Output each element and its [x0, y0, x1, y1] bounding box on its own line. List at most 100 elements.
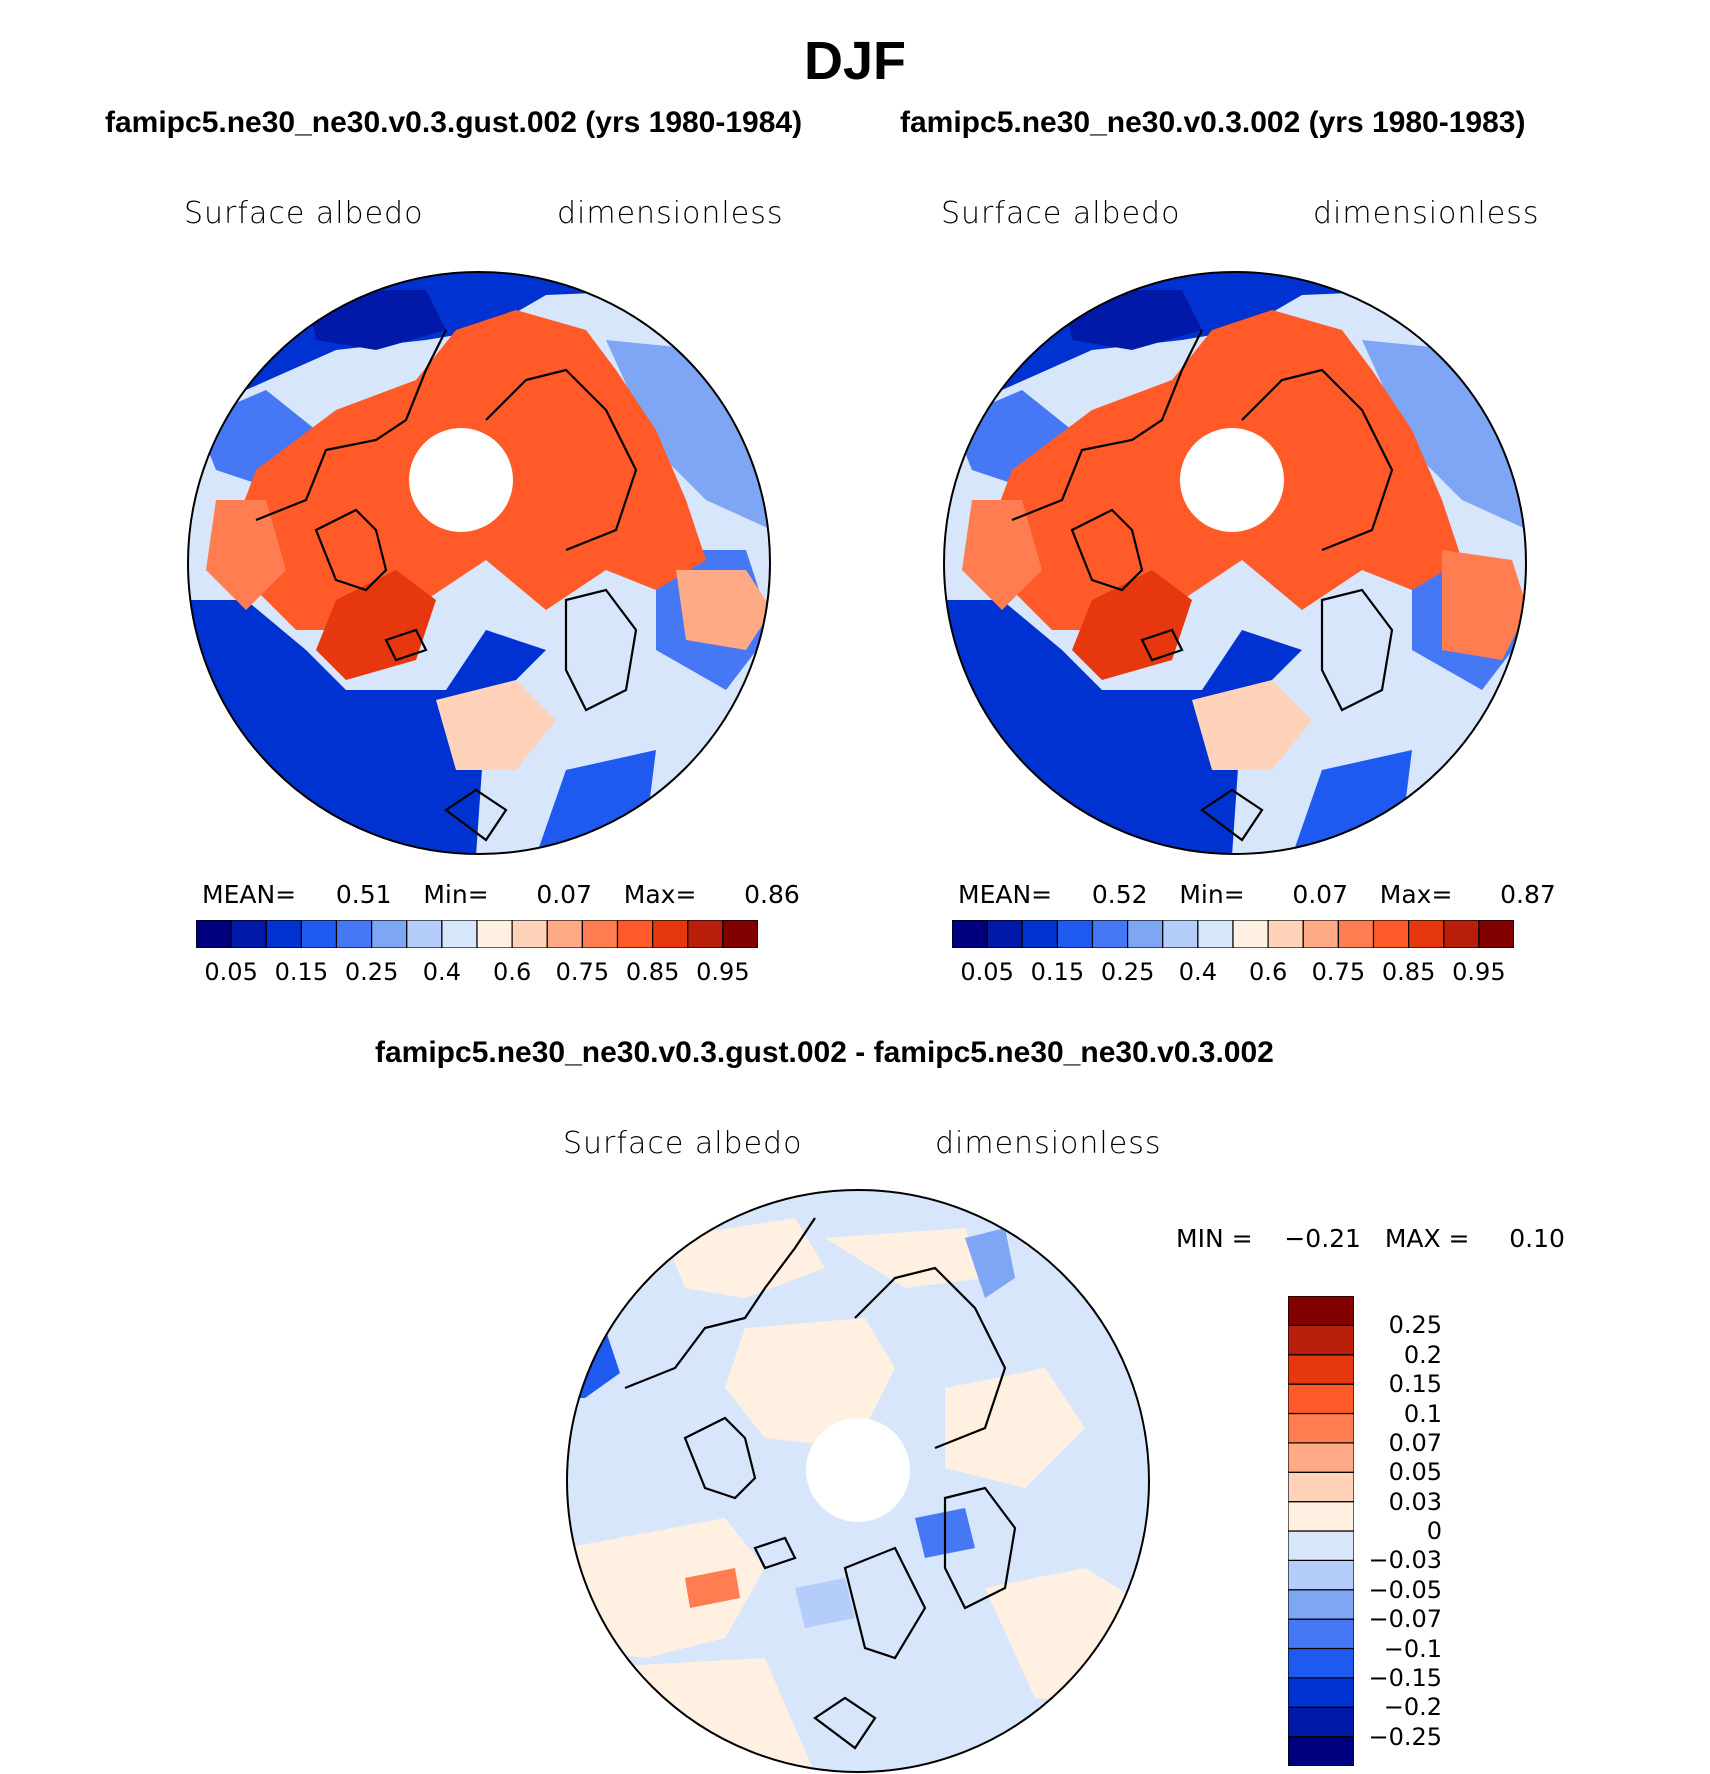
left-colorbar-tick-label: 0.6	[493, 958, 532, 986]
right-colorbar-tick-label: 0.05	[960, 958, 1014, 986]
left-mean-value: 0.51	[335, 880, 392, 909]
left-colorbar-swatch	[546, 920, 583, 948]
right-colorbar-tick-label: 0.85	[1381, 958, 1436, 986]
right-colorbar-swatch	[1302, 920, 1339, 948]
diff-colorbar-tick-label: 0.07	[1388, 1428, 1442, 1457]
left-colorbar-swatch	[581, 920, 619, 948]
left-min-value: 0.07	[536, 880, 592, 909]
diff-colorbar-tick-label: 0.05	[1388, 1458, 1442, 1487]
diff-variable-label: Surface albedo	[563, 1126, 803, 1161]
left-colorbar-swatch	[722, 920, 758, 948]
left-units-label: dimensionless	[557, 196, 784, 231]
figure-title: DJF	[803, 31, 906, 91]
left-colorbar-tick-label: 0.25	[344, 958, 399, 986]
right-colorbar-tick-label: 0.95	[1452, 958, 1506, 986]
left-colorbar-swatch	[335, 920, 373, 948]
right-colorbar-swatch	[1162, 920, 1199, 948]
left-polar-map	[186, 270, 772, 856]
right-colorbar-swatch	[1337, 920, 1375, 948]
left-colorbar-swatch	[441, 920, 478, 948]
diff-colorbar-tick-label: −0.05	[1368, 1575, 1442, 1604]
right-max-value: 0.87	[1500, 880, 1556, 909]
right-colorbar-tick-label: 0.6	[1249, 958, 1288, 986]
left-colorbar-swatch	[230, 920, 267, 948]
right-colorbar-swatch	[1127, 920, 1164, 948]
diff-colorbar-swatch	[1288, 1530, 1354, 1561]
left-colorbar-swatch	[196, 920, 232, 948]
left-colorbar-swatch	[300, 920, 338, 948]
right-variable-label: Surface albedo	[941, 196, 1181, 231]
left-colorbar-swatch	[406, 920, 443, 948]
right-colorbar-swatch	[1408, 920, 1445, 948]
diff-min-value: −0.21	[1284, 1224, 1361, 1253]
right-colorbar-swatch	[1021, 920, 1058, 948]
diff-colorbar-swatch	[1288, 1677, 1354, 1708]
diff-colorbar-tick-label: 0	[1426, 1517, 1442, 1545]
left-colorbar-tick-label: 0.95	[696, 958, 750, 986]
diff-colorbar-swatch	[1288, 1471, 1354, 1503]
diff-max-label: MAX =	[1384, 1224, 1470, 1253]
right-colorbar-swatch	[1232, 920, 1269, 948]
diff-colorbar-swatch	[1288, 1706, 1354, 1738]
right-mean-value: 0.52	[1091, 880, 1148, 909]
left-colorbar-swatch	[687, 920, 724, 948]
left-colorbar-tick-label: 0.4	[422, 958, 461, 986]
right-colorbar-swatch	[1478, 920, 1514, 948]
diff-colorbar-swatch	[1288, 1442, 1354, 1473]
left-colorbar-swatch	[476, 920, 513, 948]
diff-max-value: 0.10	[1509, 1224, 1565, 1253]
left-colorbar-tick-label: 0.75	[555, 958, 610, 986]
right-colorbar-ticks: 0.05 0.15 0.25 0.4 0.6 0.75 0.85 0.95	[952, 958, 1514, 988]
right-mean-label: MEAN=	[958, 880, 1053, 909]
right-case-title: famipc5.ne30_ne30.v0.3.002 (yrs 1980-198…	[900, 106, 1526, 139]
right-max-label: Max=	[1379, 880, 1453, 909]
left-case-title: famipc5.ne30_ne30.v0.3.gust.002 (yrs 198…	[105, 106, 803, 139]
right-stats: MEAN= 0.52 Min= 0.07 Max= 0.87	[958, 880, 1556, 909]
right-colorbar-tick-label: 0.4	[1178, 958, 1217, 986]
left-colorbar-swatch	[616, 920, 654, 948]
diff-colorbar-tick-label: −0.03	[1368, 1546, 1442, 1575]
diff-stats: MIN = −0.21 MAX = 0.10	[1176, 1224, 1565, 1253]
diff-colorbar-swatch	[1288, 1383, 1354, 1415]
right-units-label: dimensionless	[1313, 196, 1540, 231]
right-polar-map	[942, 270, 1528, 856]
diff-colorbar-swatch	[1288, 1501, 1354, 1532]
left-colorbar-swatch	[265, 920, 302, 948]
diff-polar-map	[565, 1188, 1151, 1774]
diff-colorbar-ticks: 0.25 0.2 0.15 0.1 0.07 0.05 0.03 0 −0.03 −0.05 −0.…	[1360, 1296, 1442, 1766]
right-colorbar-swatch	[1056, 920, 1094, 948]
right-colorbar-tick-label: 0.15	[1030, 958, 1085, 986]
diff-colorbar-tick-label: −0.1	[1383, 1634, 1442, 1663]
diff-colorbar-tick-label: 0.25	[1388, 1311, 1442, 1340]
right-colorbar-swatch	[1267, 920, 1304, 948]
diff-colorbar-swatch	[1288, 1324, 1354, 1356]
left-variable-label: Surface albedo	[184, 196, 424, 231]
left-colorbar	[196, 920, 758, 948]
right-colorbar-swatch	[1372, 920, 1410, 948]
right-colorbar-swatch	[1091, 920, 1129, 948]
diff-colorbar-tick-label: 0.1	[1403, 1399, 1442, 1428]
right-min-label: Min=	[1179, 880, 1245, 909]
diff-colorbar-tick-label: −0.15	[1368, 1663, 1442, 1692]
left-stats: MEAN= 0.51 Min= 0.07 Max= 0.86	[202, 880, 800, 909]
diff-colorbar-tick-label: 0.03	[1388, 1487, 1442, 1516]
right-colorbar-swatch	[1197, 920, 1234, 948]
diff-colorbar-swatch	[1288, 1647, 1354, 1679]
diff-colorbar-swatch	[1288, 1559, 1354, 1591]
diff-colorbar-swatch	[1288, 1296, 1354, 1326]
diff-colorbar-swatch	[1288, 1589, 1354, 1620]
diff-colorbar-tick-label: −0.2	[1383, 1693, 1442, 1722]
diff-min-label: MIN =	[1176, 1224, 1253, 1253]
diff-colorbar-tick-label: −0.25	[1368, 1722, 1442, 1751]
right-colorbar-swatch	[1443, 920, 1480, 948]
right-min-value: 0.07	[1292, 880, 1348, 909]
right-colorbar	[952, 920, 1514, 948]
diff-colorbar-swatch	[1288, 1354, 1354, 1385]
left-colorbar-tick-label: 0.15	[274, 958, 329, 986]
diff-colorbar-swatch	[1288, 1412, 1354, 1444]
left-colorbar-swatch	[511, 920, 548, 948]
right-colorbar-swatch	[952, 920, 988, 948]
left-colorbar-tick-label: 0.85	[625, 958, 680, 986]
diff-colorbar-tick-label: −0.07	[1368, 1605, 1442, 1634]
diff-colorbar-tick-label: 0.2	[1403, 1340, 1442, 1369]
